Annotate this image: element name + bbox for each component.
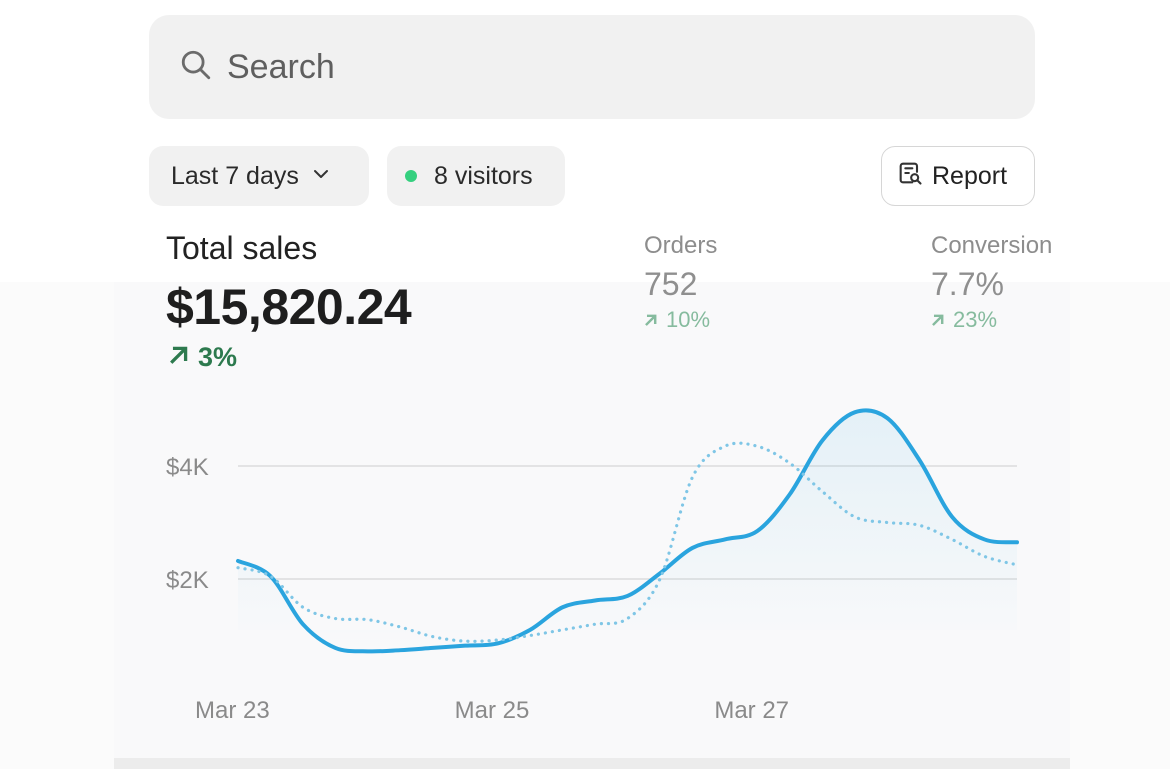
live-status-dot-icon: [405, 170, 417, 182]
x-tick-label: Mar 27: [714, 697, 789, 724]
search-input[interactable]: [227, 47, 987, 87]
orders-change: 10%: [644, 307, 717, 333]
date-range-dropdown[interactable]: Last 7 days: [149, 146, 369, 206]
live-visitors-button[interactable]: 8 visitors: [387, 146, 565, 206]
card-bottom-divider: [114, 758, 1070, 769]
orders-change-value: 10%: [666, 307, 711, 332]
orders-value: 752: [644, 266, 698, 302]
chevron-down-icon: [299, 162, 331, 191]
total-sales-change: 3%: [168, 342, 237, 373]
arrow-up-right-icon: [644, 307, 666, 333]
total-sales-label[interactable]: Total sales: [166, 230, 318, 266]
orders-label: Orders: [644, 232, 718, 259]
search-icon: [179, 48, 213, 87]
y-tick-label: $4K: [166, 454, 209, 481]
conversion-label: Conversion: [931, 232, 1053, 259]
date-range-label: Last 7 days: [171, 161, 299, 190]
current-period-line: [236, 408, 1019, 654]
conversion-change-value: 23%: [953, 307, 998, 332]
report-icon: [896, 159, 932, 194]
conversion-metric[interactable]: Conversion 7.7% 23%: [931, 232, 1052, 333]
report-button[interactable]: Report: [881, 146, 1035, 206]
x-tick-label: Mar 23: [195, 697, 270, 724]
search-bar[interactable]: [149, 15, 1035, 119]
arrow-up-right-icon: [168, 342, 198, 373]
report-label: Report: [932, 161, 1008, 190]
conversion-value: 7.7%: [931, 266, 1004, 302]
y-tick-label: $2K: [166, 567, 209, 594]
comparison-period-line: [236, 441, 1019, 643]
total-sales-value: $15,820.24: [166, 279, 412, 335]
total-sales-change-value: 3%: [198, 342, 238, 372]
visitors-label: 8 visitors: [434, 161, 533, 190]
orders-metric[interactable]: Orders 752 10%: [644, 232, 717, 333]
arrow-up-right-icon: [931, 307, 953, 333]
x-tick-label: Mar 25: [455, 697, 530, 724]
current-period-area: [238, 410, 1017, 652]
conversion-change: 23%: [931, 307, 1052, 333]
